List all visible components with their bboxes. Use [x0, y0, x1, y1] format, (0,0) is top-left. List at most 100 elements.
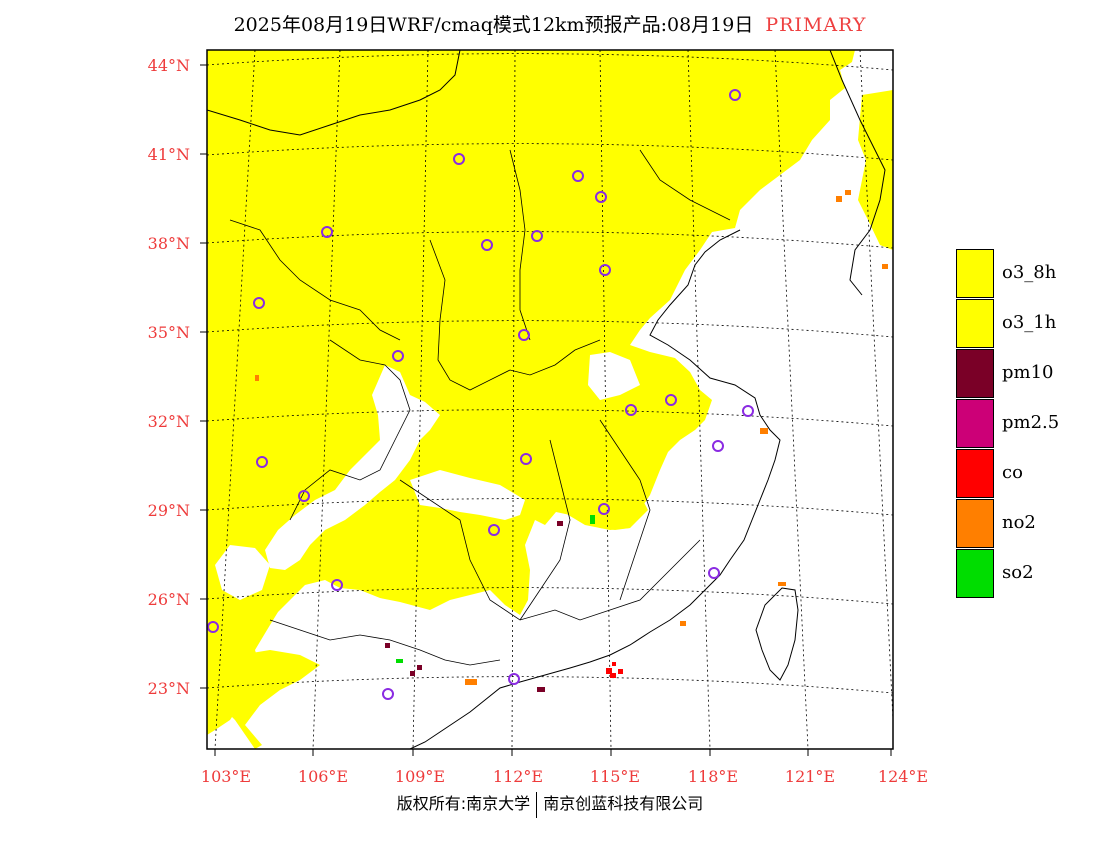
o3-region-south [207, 650, 320, 749]
meridian-112 [511, 50, 516, 749]
station-marker [520, 453, 532, 465]
legend-label-so2: so2 [1002, 562, 1034, 583]
pollutant-legend: o3_8h o3_1h pm10 pm2.5 co no2 so2 [956, 249, 1076, 599]
lat-axis [200, 64, 207, 689]
no2-pixel [882, 264, 888, 269]
legend-swatch-o3-1h [956, 299, 994, 348]
lat-label-44: 44°N [148, 56, 190, 75]
station-marker [256, 456, 268, 468]
province-border-2 [509, 149, 531, 341]
station-marker [481, 239, 493, 251]
legend-label-no2: no2 [1002, 512, 1036, 533]
map-title-row: 2025年08月19日WRF/cmaq模式12km预报产品:08月19日 PRIM… [0, 10, 1100, 40]
meridian-118 [687, 50, 711, 749]
meridian-115 [599, 50, 612, 749]
copyright-company: 南京创蓝科技有限公司 [543, 794, 704, 813]
station-marker [488, 524, 500, 536]
lon-label-112: 112°E [493, 767, 543, 786]
co-pixel [612, 662, 616, 666]
legend-swatch-so2 [956, 549, 994, 598]
co-pixel [610, 673, 616, 678]
station-marker [598, 503, 610, 515]
lon-label-115: 115°E [590, 767, 640, 786]
clean-area-southwest [215, 545, 270, 600]
pm10-pixel [537, 687, 545, 692]
legend-label-o3-1h: o3_1h [1002, 312, 1057, 333]
lon-label-124: 124°E [878, 767, 928, 786]
station-marker [331, 579, 343, 591]
pm10-pixel [557, 521, 563, 526]
station-marker [531, 230, 543, 242]
no2-pixel [680, 621, 686, 626]
lat-label-41: 41°N [148, 145, 190, 164]
legend-swatch-pm10 [956, 349, 994, 398]
map-layers [207, 50, 893, 749]
legend-item-so2: so2 [956, 549, 1076, 599]
station-marker [729, 89, 741, 101]
legend-label-co: co [1002, 462, 1023, 483]
station-marker [708, 567, 720, 579]
station-marker [382, 688, 394, 700]
mongolia-border [207, 50, 461, 136]
station-marker [572, 170, 584, 182]
lon-label-121: 121°E [785, 767, 835, 786]
legend-swatch-co [956, 449, 994, 498]
no2-pixel [760, 428, 768, 434]
taiwan-outline [755, 587, 799, 681]
legend-label-pm25: pm2.5 [1002, 412, 1060, 433]
primary-tag: PRIMARY [765, 14, 867, 36]
station-marker [321, 226, 333, 238]
station-marker [518, 329, 530, 341]
lat-label-29: 29°N [148, 501, 190, 520]
pm10-pixel [410, 671, 415, 676]
legend-label-o3-8h: o3_8h [1002, 262, 1057, 283]
legend-item-o3-1h: o3_1h [956, 299, 1076, 349]
province-border-7 [269, 619, 501, 666]
co-pixel [606, 668, 612, 674]
station-marker [508, 673, 520, 685]
province-border-3 [289, 339, 411, 521]
lon-label-109: 109°E [395, 767, 445, 786]
no2-pixel [255, 375, 259, 381]
province-border-6 [599, 419, 651, 601]
map-title: 2025年08月19日WRF/cmaq模式12km预报产品:08月19日 [233, 14, 754, 36]
province-border-9 [229, 219, 401, 341]
lat-label-26: 26°N [148, 590, 190, 609]
meridian-106 [312, 50, 341, 749]
province-border-8 [639, 149, 731, 221]
clean-area-jiangnan [410, 470, 525, 520]
so2-pixel [396, 659, 403, 663]
station-marker [712, 440, 724, 452]
graticule [207, 50, 893, 749]
coastline [409, 229, 781, 749]
lon-axis [214, 749, 892, 756]
station-marker [392, 350, 404, 362]
station-marker [253, 297, 265, 309]
station-marker [207, 621, 219, 633]
legend-item-o3-8h: o3_8h [956, 249, 1076, 299]
legend-swatch-o3-8h [956, 249, 994, 298]
meridian-124 [859, 50, 893, 721]
legend-swatch-pm25 [956, 399, 994, 448]
o3-region-northeast-coast [858, 90, 893, 250]
lon-label-103: 103°E [201, 767, 251, 786]
clean-area-central [265, 365, 440, 570]
province-border-5 [519, 439, 571, 621]
legend-item-pm25: pm2.5 [956, 399, 1076, 449]
northeast-border [829, 50, 886, 296]
footer-separator [536, 791, 538, 818]
legend-item-no2: no2 [956, 499, 1076, 549]
legend-item-co: co [956, 449, 1076, 499]
pm10-pixel [385, 643, 390, 648]
province-border-4 [399, 479, 701, 621]
no2-pixel [845, 190, 851, 195]
meridian-121 [774, 50, 809, 749]
station-marker [595, 191, 607, 203]
station-marker [625, 404, 637, 416]
so2-pixel [590, 515, 595, 524]
legend-label-pm10: pm10 [1002, 362, 1054, 383]
legend-swatch-no2 [956, 499, 994, 548]
station-marker [665, 394, 677, 406]
copyright-footer: 版权所有:南京大学 南京创蓝科技有限公司 [0, 790, 1100, 818]
